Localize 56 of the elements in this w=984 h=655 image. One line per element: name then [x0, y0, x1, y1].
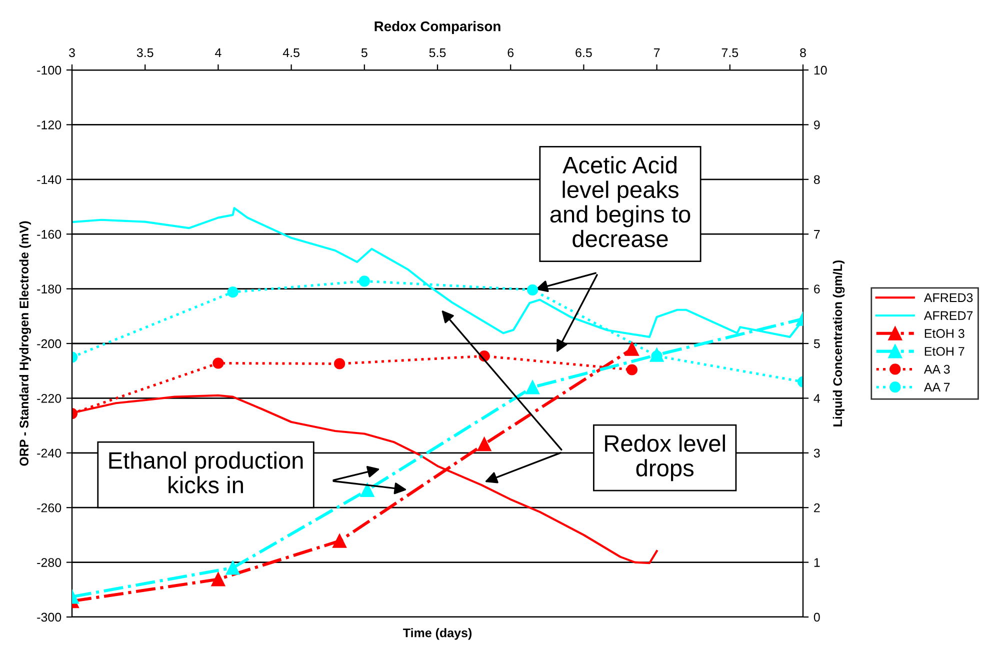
y2-tick-label: 8 — [814, 175, 820, 184]
point — [626, 364, 638, 376]
point — [477, 437, 492, 452]
y-tick-label: -160 — [37, 230, 62, 239]
legend-label: AFRED3 — [924, 293, 973, 302]
y2-tick-label: 5 — [814, 339, 820, 348]
legend-label: EtOH 3 — [924, 329, 964, 338]
annotation: Redox level drops — [605, 434, 725, 482]
x-tick-label: 6 — [508, 48, 514, 58]
x-tick-label: 3.5 — [136, 48, 154, 58]
y2-tick-label: 2 — [814, 503, 820, 512]
annotation: Ethanol production kicks in — [109, 451, 303, 494]
point — [650, 348, 664, 362]
x-tick-label: 8 — [800, 48, 806, 58]
legend-label: AFRED7 — [924, 311, 973, 320]
x-axis-title: Time (days) — [403, 628, 472, 640]
point — [334, 358, 346, 370]
legend-label: EtOH 7 — [924, 346, 964, 356]
y-tick-label: -260 — [37, 503, 62, 512]
y-tick-label: -180 — [37, 284, 62, 294]
x-tick-label: 7.5 — [722, 48, 738, 58]
y2-tick-label: 0 — [814, 612, 820, 622]
legend-label: AA 7 — [924, 382, 950, 392]
y-axis-title: ORP - Standard Hydrogen Electrode (mV) — [19, 221, 32, 466]
y-tick-label: -240 — [37, 448, 62, 458]
annotation: Acetic Acid level peaks and begins to decrease — [550, 156, 690, 248]
x-tick-label: 4 — [215, 48, 222, 57]
y-tick-label: -140 — [37, 175, 62, 184]
point — [332, 534, 346, 548]
x-tick-label: 3 — [69, 48, 75, 58]
point — [358, 276, 370, 287]
point — [625, 342, 639, 356]
point — [526, 284, 538, 296]
y-tick-label: -300 — [37, 612, 62, 622]
x-tick-label: 7 — [654, 48, 660, 57]
x-tick-label: 4.5 — [282, 48, 300, 58]
y2-tick-label: 3 — [814, 448, 820, 458]
chart-title: Redox Comparison — [374, 21, 500, 34]
point — [360, 483, 374, 498]
y2-axis-title: Liquid Concentration (gm/L) — [832, 260, 845, 426]
y2-tick-label: 6 — [814, 284, 820, 294]
y-tick-label: -220 — [37, 394, 62, 403]
y-tick-label: -280 — [37, 558, 62, 567]
y2-tick-label: 1 — [814, 558, 820, 567]
y-tick-label: -120 — [37, 120, 62, 130]
x-tick-label: 5.5 — [429, 48, 446, 58]
y2-tick-label: 7 — [814, 230, 820, 239]
point — [526, 380, 540, 394]
x-tick-label: 6.5 — [576, 48, 592, 58]
y2-tick-label: 9 — [814, 120, 820, 130]
x-tick-label: 5 — [361, 48, 368, 58]
y2-tick-label: 10 — [814, 66, 827, 75]
y2-tick-label: 4 — [814, 394, 820, 403]
y-tick-label: -200 — [37, 339, 62, 348]
y-tick-label: -100 — [37, 66, 62, 75]
legend-label: AA 3 — [924, 364, 950, 374]
